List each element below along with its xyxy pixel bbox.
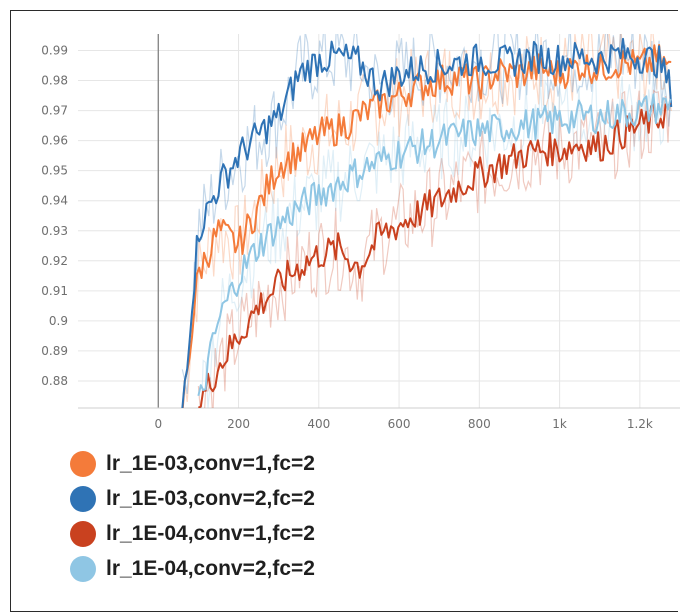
y-tick-label: 0.98 xyxy=(41,74,68,88)
legend-label: lr_1E-04,conv=1,fc=2 xyxy=(106,521,315,545)
legend-label: lr_1E-03,conv=2,fc=2 xyxy=(106,486,315,510)
legend-swatch xyxy=(70,450,96,477)
y-tick-label: 0.97 xyxy=(41,104,68,118)
legend-item: lr_1E-04,conv=2,fc=2 xyxy=(70,551,315,586)
x-tick-label: 0 xyxy=(154,417,162,431)
y-tick-label: 0.95 xyxy=(41,164,68,178)
x-tick-label: 1.2k xyxy=(627,417,653,431)
series-line xyxy=(181,44,672,408)
legend-swatch xyxy=(70,520,96,547)
legend-swatch xyxy=(70,485,96,512)
y-tick-label: 0.96 xyxy=(41,134,68,148)
y-tick-label: 0.93 xyxy=(41,224,68,238)
y-tick-label: 0.9 xyxy=(49,314,68,328)
y-tick-label: 0.88 xyxy=(41,374,68,388)
y-tick-label: 0.99 xyxy=(41,44,68,58)
y-tick-label: 0.94 xyxy=(41,194,68,208)
y-tick-label: 0.89 xyxy=(41,344,68,358)
x-tick-label: 800 xyxy=(468,417,491,431)
series-raw-line xyxy=(182,34,672,408)
x-tick-label: 200 xyxy=(227,417,250,431)
x-tick-label: 600 xyxy=(388,417,411,431)
y-tick-label: 0.92 xyxy=(41,254,68,268)
x-tick-label: 400 xyxy=(307,417,330,431)
legend-item: lr_1E-04,conv=1,fc=2 xyxy=(70,516,315,551)
legend-swatch xyxy=(70,555,96,582)
series-line xyxy=(197,93,672,397)
series-raw-line xyxy=(197,86,671,408)
series-line xyxy=(197,102,672,408)
legend-item: lr_1E-03,conv=2,fc=2 xyxy=(70,481,315,516)
legend: lr_1E-03,conv=1,fc=2 lr_1E-03,conv=2,fc=… xyxy=(70,446,315,586)
legend-label: lr_1E-03,conv=1,fc=2 xyxy=(106,451,315,475)
x-tick-label: 1k xyxy=(552,417,567,431)
y-tick-label: 0.91 xyxy=(41,284,68,298)
legend-item: lr_1E-03,conv=1,fc=2 xyxy=(70,446,315,481)
series-line xyxy=(181,37,673,408)
legend-label: lr_1E-04,conv=2,fc=2 xyxy=(106,556,315,580)
